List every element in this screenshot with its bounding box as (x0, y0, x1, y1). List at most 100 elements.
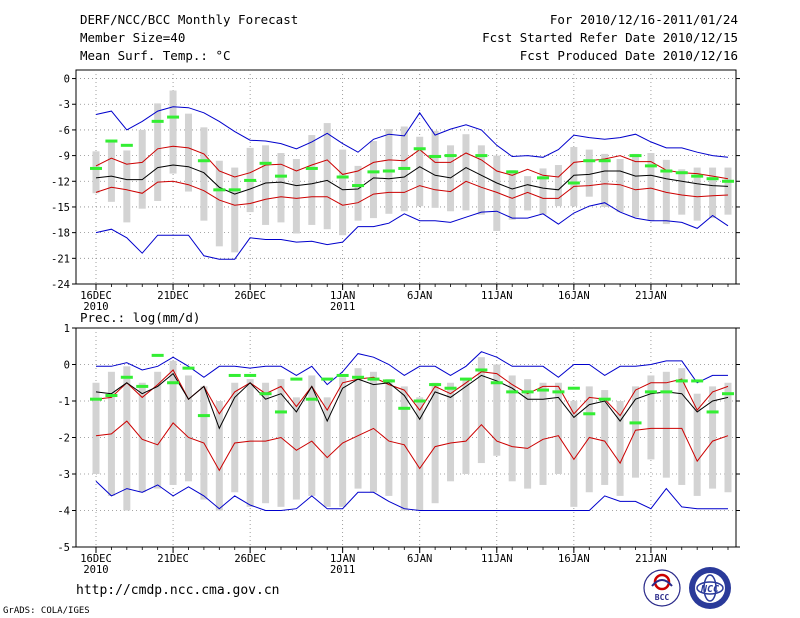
precipitation-member-range-bar (462, 379, 470, 474)
precipitation-marker (598, 397, 611, 401)
precipitation-marker (167, 381, 180, 385)
temperature-member-range-bar (493, 155, 501, 231)
precipitation-marker (274, 410, 287, 414)
temperature-member-range-bar (354, 165, 362, 221)
precipitation-xtick-label: 1JAN (330, 553, 355, 565)
temperature-member-range-bar (539, 168, 547, 215)
precipitation-marker (459, 377, 472, 381)
temperature-marker (583, 159, 596, 163)
forecast-produced-date: Fcst Produced Date 2010/12/16 (519, 48, 738, 63)
temperature-marker (352, 184, 365, 188)
temperature-member-range-bar (184, 113, 192, 192)
precipitation-marker (660, 390, 673, 394)
precipitation-min-line (95, 480, 728, 511)
temperature-member-range-bar (477, 145, 485, 215)
precipitation-member-range-bar (601, 390, 609, 485)
temperature-marker (367, 170, 380, 174)
precipitation-ytick-label: -4 (57, 506, 70, 518)
variable-label: Mean Surf. Temp.: °C (80, 48, 231, 63)
temperature-marker (567, 181, 580, 185)
temperature-marker (691, 174, 704, 178)
temperature-member-range-bar (632, 153, 640, 218)
precipitation-xtick-label: 6JAN (407, 553, 432, 565)
temperature-marker (244, 178, 257, 182)
precipitation-marker (90, 397, 102, 401)
temperature-xtick-label: 16DEC (80, 290, 112, 302)
temperature-member-range-bar (601, 153, 609, 207)
precipitation-marker (228, 373, 241, 377)
temperature-member-range-bar (462, 134, 470, 211)
precip-title: Prec.: log(mm/d) (80, 310, 200, 325)
precipitation-ytick-label: -2 (57, 433, 70, 445)
temperature-member-range-bar (169, 90, 177, 174)
precipitation-member-range-bar (539, 382, 547, 485)
precipitation-marker (537, 388, 550, 392)
precipitation-member-range-bar (632, 386, 640, 478)
precipitation-marker (336, 373, 349, 377)
temperature-ytick-label: 0 (64, 74, 70, 86)
precipitation-member-range-bar (246, 379, 254, 507)
precipitation-marker (675, 379, 688, 383)
precipitation-member-range-bar (554, 382, 562, 474)
precipitation-marker (444, 386, 457, 390)
temperature-marker (305, 166, 318, 170)
temperature-member-range-bar (231, 167, 239, 253)
precipitation-marker (629, 421, 642, 425)
temperature-marker (336, 175, 349, 179)
temperature-marker (398, 166, 411, 170)
temperature-xtick-year-label: 2010 (83, 301, 108, 313)
ncc-logo-text: NCC (700, 584, 719, 595)
temperature-member-range-bar (508, 170, 516, 220)
precipitation-marker (567, 386, 580, 390)
precipitation-member-range-bar (339, 377, 347, 507)
precipitation-member-range-bar (354, 368, 362, 489)
temperature-member-range-bar (709, 167, 717, 219)
temperature-marker (413, 147, 426, 151)
precipitation-member-range-bar (323, 397, 331, 507)
temperature-marker (90, 166, 102, 170)
precipitation-marker (552, 390, 565, 394)
precipitation-marker (490, 381, 503, 385)
precipitation-member-range-bar (693, 393, 701, 496)
temperature-marker (706, 177, 719, 181)
temperature-ytick-label: -9 (57, 151, 70, 163)
precipitation-member-range-bar (709, 386, 717, 489)
temperature-member-range-bar (431, 130, 439, 208)
temperature-marker (675, 171, 688, 175)
precipitation-xtick-label: 21JAN (635, 553, 667, 565)
temperature-ytick-label: -15 (51, 202, 70, 214)
temperature-marker (660, 169, 673, 173)
precipitation-xtick-label: 11JAN (481, 553, 513, 565)
temperature-member-range-bar (616, 159, 624, 213)
precipitation-marker (506, 390, 519, 394)
bcc-logo-text: BCC (655, 593, 670, 602)
temperature-member-range-bar (292, 159, 300, 234)
temperature-marker (105, 139, 118, 143)
precipitation-marker (259, 392, 272, 396)
temperature-member-range-bar (678, 169, 686, 215)
precipitation-marker (691, 379, 704, 383)
temperature-xtick-label: 6JAN (407, 290, 432, 302)
temperature-marker (151, 119, 164, 123)
precipitation-ytick-label: -5 (57, 542, 70, 554)
temperature-ytick-label: -18 (51, 228, 70, 240)
temperature-member-range-bar (123, 150, 131, 223)
temperature-member-range-bar (570, 147, 578, 207)
temperature-member-range-bar (647, 153, 655, 221)
precipitation-member-range-bar (493, 364, 501, 456)
source-url[interactable]: http://cmdp.ncc.cma.gov.cn (76, 583, 280, 598)
precipitation-member-range-bar (570, 401, 578, 507)
temperature-marker (120, 143, 133, 147)
temperature-ytick-label: -12 (51, 176, 70, 188)
temperature-marker (228, 188, 241, 192)
temperature-member-range-bar (554, 165, 562, 207)
temperature-member-range-bar (154, 103, 162, 201)
temperature-member-range-bar (524, 176, 532, 211)
precipitation-member-range-bar (92, 382, 100, 474)
precipitation-xtick-label: 16DEC (80, 553, 112, 565)
precipitation-marker (197, 414, 210, 418)
grads-credit: GrADS: COLA/IGES (3, 606, 90, 616)
precipitation-marker (136, 384, 149, 388)
precipitation-marker (352, 375, 365, 379)
bcc-logo: BCC (643, 569, 681, 607)
